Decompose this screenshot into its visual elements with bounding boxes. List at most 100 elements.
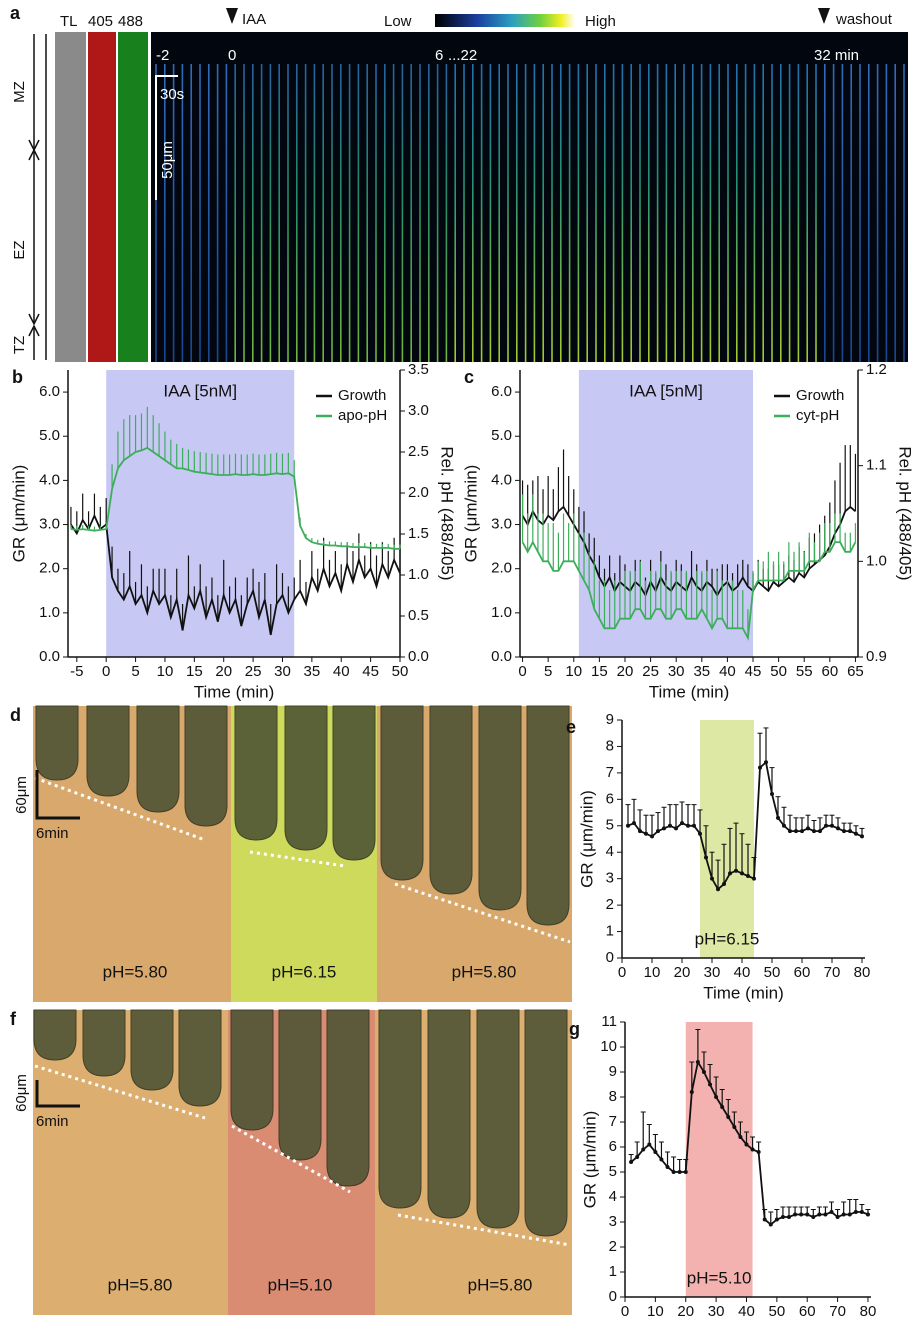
strip-label: 488 bbox=[118, 13, 143, 30]
point bbox=[698, 831, 702, 836]
x-tick-label: 80 bbox=[854, 964, 871, 981]
point bbox=[644, 831, 648, 836]
x-tick-label: 50 bbox=[769, 1303, 786, 1318]
point bbox=[793, 1212, 798, 1217]
x-tick-label: 20 bbox=[617, 663, 634, 680]
point bbox=[770, 792, 774, 797]
series-line bbox=[627, 760, 863, 891]
x-tick-label: 35 bbox=[304, 663, 321, 680]
y-tick-label: 3 bbox=[606, 870, 614, 887]
y-tick-label: 9 bbox=[609, 1063, 617, 1080]
point bbox=[659, 1157, 664, 1162]
point bbox=[750, 1147, 755, 1152]
point bbox=[662, 826, 666, 831]
root bbox=[86, 705, 130, 797]
y-tick-label: 4 bbox=[606, 843, 614, 860]
x-axis-title: Time (min) bbox=[649, 682, 730, 701]
scale-bar bbox=[155, 75, 178, 200]
point bbox=[806, 826, 810, 831]
point bbox=[641, 1147, 646, 1152]
point bbox=[740, 871, 744, 876]
point bbox=[762, 1217, 767, 1222]
panel-label: f bbox=[10, 1009, 17, 1029]
y-axis-title: GR (μm/min) bbox=[461, 465, 480, 563]
x-tick-label: 15 bbox=[591, 663, 608, 680]
point bbox=[650, 834, 654, 839]
root bbox=[136, 705, 180, 813]
y-tick-label: 11 bbox=[601, 1013, 617, 1030]
y-tick-label: 9 bbox=[606, 711, 614, 728]
root bbox=[378, 1009, 422, 1209]
point bbox=[824, 823, 828, 828]
point bbox=[704, 855, 708, 860]
point bbox=[865, 1212, 870, 1217]
x-tick-label: 20 bbox=[674, 964, 691, 981]
y2-tick-label: 1.0 bbox=[408, 566, 429, 583]
panel-label: a bbox=[10, 3, 21, 23]
point bbox=[638, 829, 642, 834]
x-tick-label: 70 bbox=[824, 964, 841, 981]
x-tick-label: 20 bbox=[677, 1303, 694, 1318]
x-tick-label: 40 bbox=[734, 964, 751, 981]
point bbox=[794, 829, 798, 834]
region-label: IAA [5nM] bbox=[629, 381, 703, 400]
time-label: 6 bbox=[435, 47, 443, 64]
y-tick-label: 5.0 bbox=[491, 427, 512, 444]
y-tick-label: 8 bbox=[606, 737, 614, 754]
y-tick-label: 5 bbox=[606, 817, 614, 834]
series-line bbox=[521, 540, 857, 641]
point bbox=[665, 1165, 670, 1169]
red-strip bbox=[88, 32, 116, 362]
root bbox=[33, 1009, 77, 1061]
root bbox=[230, 1009, 274, 1131]
point bbox=[710, 876, 714, 881]
x-tick-label: 40 bbox=[333, 663, 350, 680]
y-axis-title: GR (μm/min) bbox=[580, 1111, 599, 1209]
kymograph bbox=[151, 32, 908, 362]
x-tick-label: 50 bbox=[764, 964, 781, 981]
scale-label: 50μm bbox=[159, 141, 176, 179]
point bbox=[817, 1212, 822, 1217]
region-label: IAA [5nM] bbox=[163, 381, 237, 400]
root bbox=[178, 1009, 222, 1107]
series-line bbox=[70, 446, 400, 550]
y2-tick-label: 0.9 bbox=[866, 648, 887, 665]
y-tick-label: 5 bbox=[609, 1163, 617, 1180]
root bbox=[427, 1009, 471, 1219]
x-tick-label: 60 bbox=[794, 964, 811, 981]
y-axis-title: GR (μm/min) bbox=[577, 790, 596, 888]
root bbox=[429, 705, 473, 895]
root bbox=[284, 705, 328, 851]
root bbox=[476, 1009, 520, 1229]
y-tick-label: 3 bbox=[609, 1213, 617, 1230]
point bbox=[677, 1170, 682, 1174]
point bbox=[818, 829, 822, 834]
time-label: -2 bbox=[156, 47, 169, 64]
panel-label: b bbox=[12, 367, 23, 387]
point bbox=[632, 821, 636, 826]
point bbox=[695, 1060, 700, 1064]
y-tick-label: 4 bbox=[609, 1188, 617, 1205]
root bbox=[326, 1009, 370, 1187]
point bbox=[764, 760, 768, 765]
y-tick-label: 4.0 bbox=[39, 471, 60, 488]
point bbox=[734, 868, 738, 873]
y2-tick-label: 2.5 bbox=[408, 443, 429, 460]
y-tick-label: 6.0 bbox=[491, 383, 512, 400]
y2-tick-label: 0.5 bbox=[408, 607, 429, 624]
root bbox=[184, 705, 228, 827]
y2-axis-title: Rel. pH (488/405) bbox=[438, 446, 457, 580]
x-tick-label: 5 bbox=[131, 663, 139, 680]
marker-label: washout bbox=[835, 11, 893, 28]
legend-label: apo-pH bbox=[338, 407, 387, 424]
tip-trace bbox=[34, 1064, 571, 1247]
root bbox=[524, 1009, 568, 1237]
roots bbox=[35, 705, 570, 926]
root bbox=[82, 1009, 126, 1077]
point bbox=[823, 1212, 828, 1217]
scale-label: 30s bbox=[160, 86, 184, 103]
point bbox=[674, 826, 678, 831]
point bbox=[629, 1160, 634, 1164]
zone-label: TZ bbox=[11, 336, 28, 354]
panel-d: d 60μm 6min pH=5.80 pH=6.15 pH=5.80 bbox=[10, 705, 572, 1002]
